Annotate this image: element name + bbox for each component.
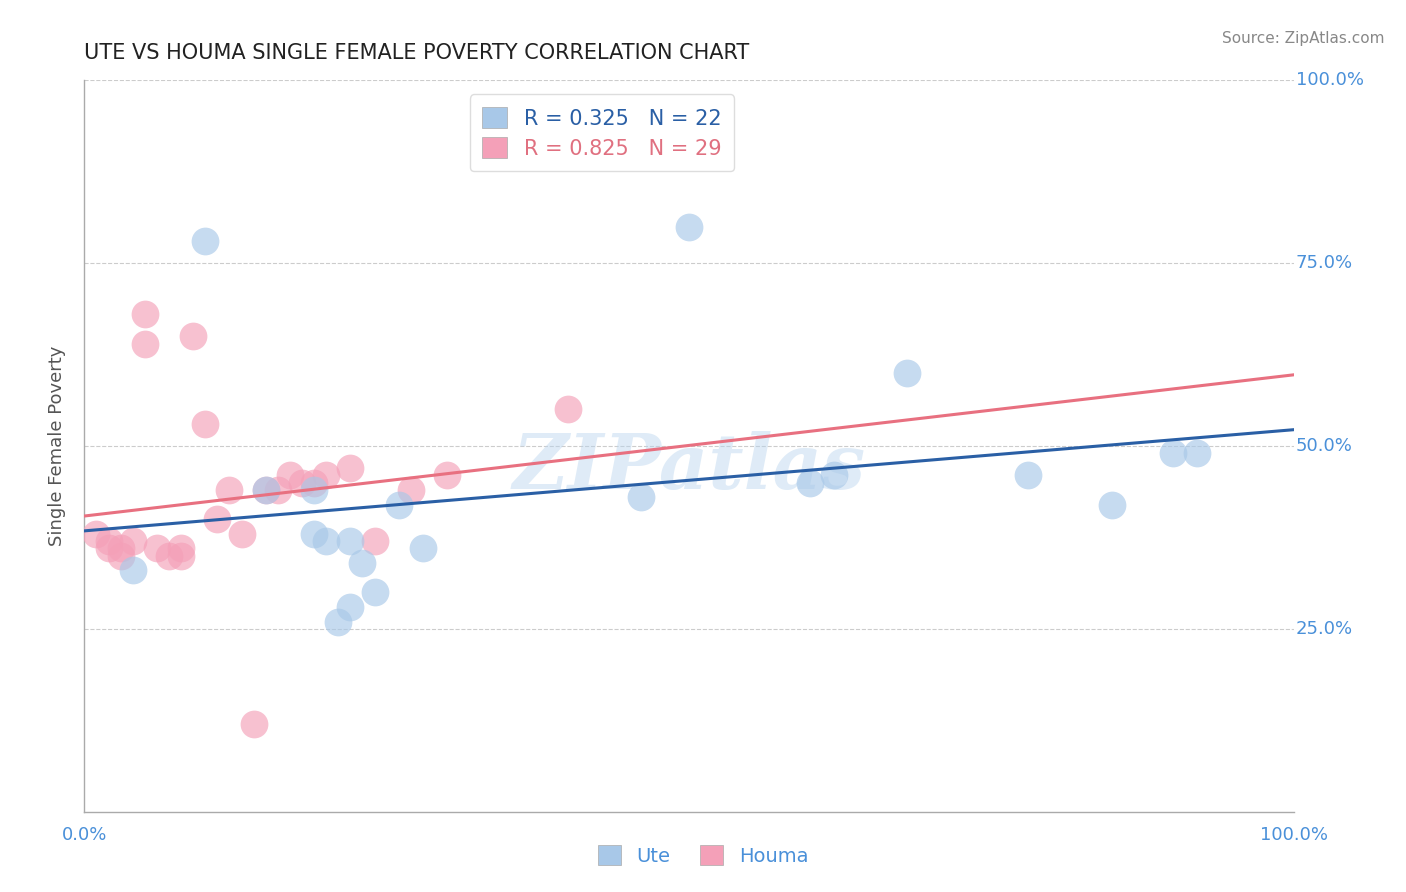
Point [242,717,264,731]
Point [121,563,143,577]
Text: 100.0%: 100.0% [1296,71,1364,89]
Point [170,549,193,563]
Point [315,534,337,549]
Point [1185,446,1208,460]
Point [302,483,325,497]
Legend: Ute, Houma: Ute, Houma [591,838,815,873]
Point [678,219,700,234]
Text: 75.0%: 75.0% [1296,254,1353,272]
Point [278,468,301,483]
Text: 50.0%: 50.0% [1296,437,1353,455]
Point [121,534,143,549]
Legend: R = 0.325   N = 22, R = 0.825   N = 29: R = 0.325 N = 22, R = 0.825 N = 29 [470,95,734,171]
Point [194,234,217,248]
Text: UTE VS HOUMA SINGLE FEMALE POVERTY CORRELATION CHART: UTE VS HOUMA SINGLE FEMALE POVERTY CORRE… [84,44,749,63]
Text: 25.0%: 25.0% [1296,620,1353,638]
Point [328,615,350,629]
Point [134,336,156,351]
Point [1101,498,1123,512]
Text: 100.0%: 100.0% [1260,826,1327,845]
Point [97,541,120,556]
Point [181,329,204,343]
Point [557,402,579,417]
Point [291,475,314,490]
Point [1161,446,1184,460]
Point [302,475,325,490]
Point [399,483,422,497]
Point [412,541,434,556]
Point [339,534,361,549]
Point [194,417,217,431]
Point [339,599,361,614]
Point [436,468,458,483]
Point [207,512,229,526]
Point [86,526,108,541]
Point [170,541,193,556]
Text: ZIPatlas: ZIPatlas [512,431,866,505]
Point [267,483,290,497]
Text: 0.0%: 0.0% [62,826,107,845]
Point [218,483,240,497]
Point [110,549,132,563]
Point [302,526,325,541]
Point [823,468,845,483]
Point [388,498,411,512]
Point [799,475,821,490]
Point [146,541,169,556]
Point [231,526,253,541]
Point [254,483,277,497]
Point [896,366,918,380]
Y-axis label: Single Female Poverty: Single Female Poverty [48,346,66,546]
Point [110,541,132,556]
Point [254,483,277,497]
Point [339,461,361,475]
Point [352,556,374,570]
Point [1017,468,1039,483]
Point [630,490,652,504]
Text: Source: ZipAtlas.com: Source: ZipAtlas.com [1222,31,1385,46]
Point [315,468,337,483]
Point [134,307,156,321]
Point [157,549,180,563]
Point [97,534,120,549]
Point [363,534,385,549]
Point [363,585,385,599]
